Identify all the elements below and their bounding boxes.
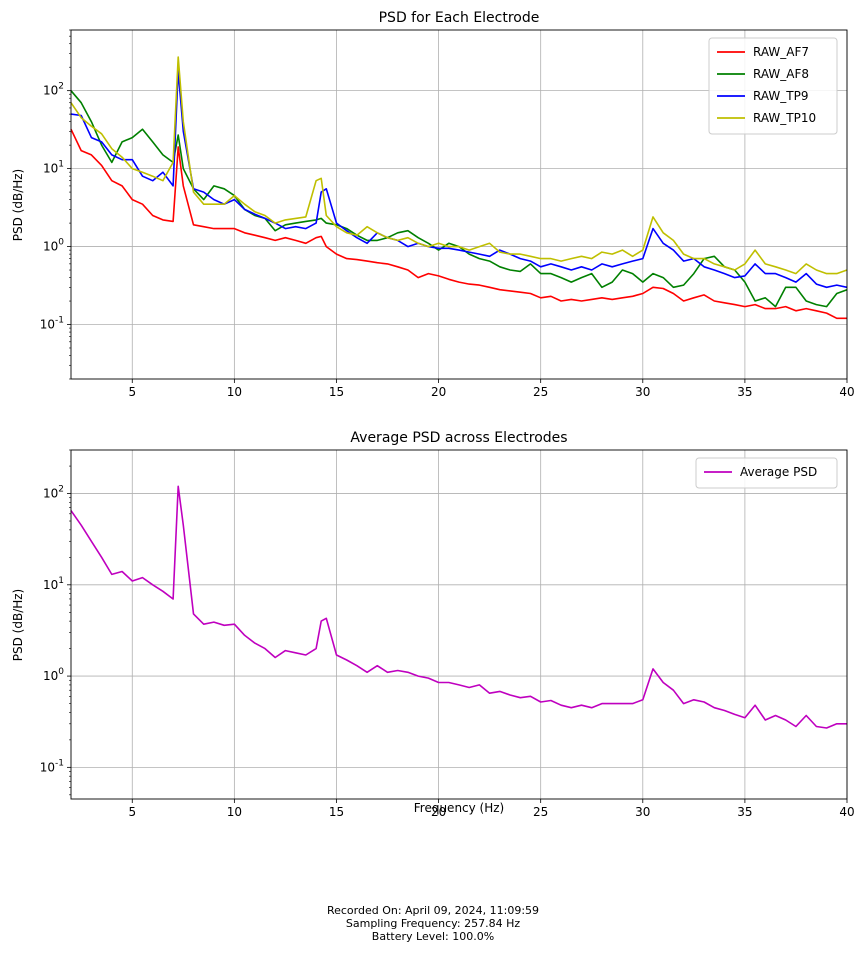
x-tick-label: 35: [737, 385, 752, 399]
x-axis-label: Frequency (Hz): [414, 801, 505, 815]
x-tick-label: 40: [839, 385, 854, 399]
x-tick-label: 20: [431, 805, 446, 819]
series-line-raw-tp10: [70, 56, 848, 275]
legend-box: [695, 457, 838, 489]
x-tick-label: 15: [329, 385, 344, 399]
plot-frame: [70, 29, 848, 380]
grid: [71, 450, 848, 799]
y-tick-label: 10-1: [40, 758, 64, 774]
legend: Average PSD: [695, 457, 838, 489]
x-tick-label: 30: [635, 385, 650, 399]
battery-level-text: Battery Level: 100.0%: [371, 930, 495, 943]
recorded-on-text: Recorded On: April 09, 2024, 11:09:59: [326, 904, 540, 917]
average-psd-chart: Average PSD across Electrodes PSD (dB/Hz…: [11, 430, 855, 819]
series-lines: [70, 485, 847, 729]
x-tick-label: 10: [227, 385, 242, 399]
recording-info: Recorded On: April 09, 2024, 11:09:59 Sa…: [0, 904, 866, 943]
y-axis-label: PSD (dB/Hz): [11, 169, 25, 242]
y-tick-label: 101: [43, 576, 64, 592]
chart-title: PSD for Each Electrode: [379, 10, 540, 26]
y-tick-label: 100: [43, 667, 64, 683]
legend-label: RAW_AF7: [753, 45, 809, 59]
x-tick-label: 35: [737, 805, 752, 819]
x-tick-label: 25: [533, 385, 548, 399]
x-tick-label: 25: [533, 805, 548, 819]
y-axis-label: PSD (dB/Hz): [11, 589, 25, 662]
y-tick-label: 10-1: [40, 316, 64, 332]
legend-label: RAW_TP10: [753, 111, 816, 125]
legend-label: RAW_TP9: [753, 89, 808, 103]
x-tick-label: 5: [128, 805, 136, 819]
legend-label: Average PSD: [740, 465, 817, 479]
series-line-raw-af7: [70, 128, 847, 320]
legend-label: RAW_AF8: [753, 67, 809, 81]
legend-box: [708, 37, 838, 135]
x-tick-label: 15: [329, 805, 344, 819]
y-tick-label: 101: [43, 160, 64, 176]
plot-frame: [70, 449, 848, 800]
electrode-psd-chart: PSD for Each Electrode PSD (dB/Hz) 5 10 15…: [11, 10, 855, 399]
sampling-frequency-text: Sampling Frequency: 257.84 Hz: [345, 917, 521, 930]
x-tick-label: 20: [431, 385, 446, 399]
y-tick-label: 100: [43, 238, 64, 254]
axes: 5 10 15 20 25 30 35 40 10-1 100 101 102: [40, 29, 855, 399]
legend: RAW_AF7 RAW_AF8 RAW_TP9 RAW_TP10: [708, 37, 838, 135]
chart-title: Average PSD across Electrodes: [350, 430, 567, 446]
x-tick-label: 5: [128, 385, 136, 399]
x-tick-label: 40: [839, 805, 854, 819]
grid: [71, 30, 848, 379]
series-lines: [70, 56, 848, 320]
x-tick-label: 10: [227, 805, 242, 819]
x-tick-label: 30: [635, 805, 650, 819]
y-tick-label: 102: [43, 485, 64, 501]
y-tick-label: 102: [43, 82, 64, 98]
axes: 5 10 15 20 25 30 35 40 10-1 100 101 102: [40, 449, 855, 819]
series-line-average-psd: [70, 485, 847, 729]
